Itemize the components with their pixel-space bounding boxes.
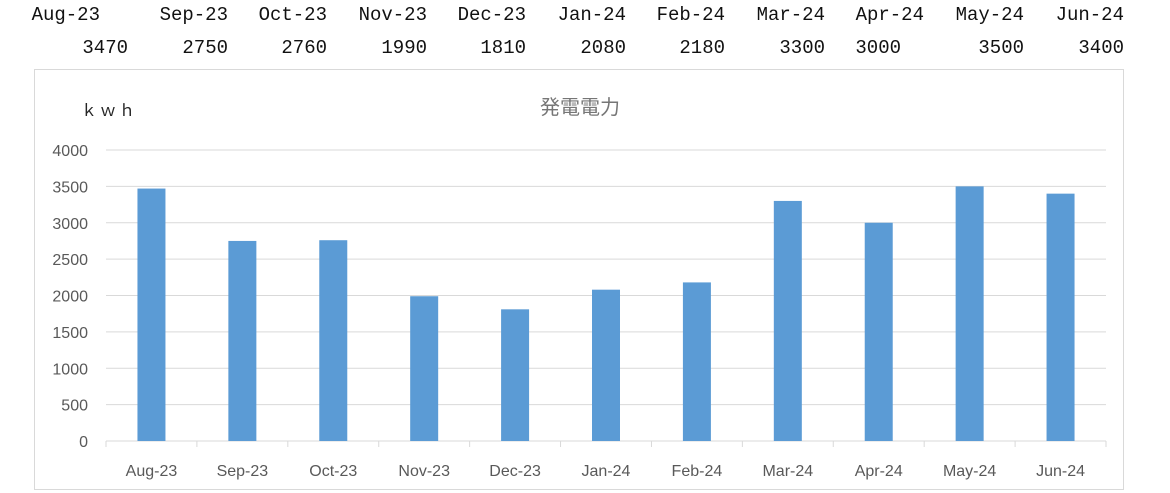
table-month-label: Nov-23 [358, 4, 427, 26]
bar [319, 240, 348, 441]
bar-chart: 発電電力 ｋｗｈ 0 500 1000 1500 2000 2500 3000 3500 400… [52, 96, 1107, 480]
x-tick-label: Sep-23 [217, 463, 269, 480]
table-month-label: Aug-23 [31, 4, 100, 26]
y-tick-label: 3500 [52, 179, 88, 196]
table-month-label: Jan-24 [557, 4, 626, 26]
table-value: 3300 [779, 37, 825, 59]
bar [864, 222, 893, 441]
table-month-label: May-24 [955, 4, 1024, 26]
y-tick-label: 1000 [52, 361, 88, 378]
table-value: 2760 [281, 37, 327, 59]
x-tick-label: Aug-23 [126, 463, 178, 480]
y-axis-label: ｋｗｈ [81, 102, 138, 120]
bar [773, 200, 802, 441]
y-tick-label: 0 [79, 434, 88, 451]
chart-title: 発電電力 [540, 96, 620, 119]
x-tick-label: Dec-23 [489, 463, 541, 480]
table-value: 3400 [1078, 37, 1124, 59]
bar [228, 240, 257, 441]
x-tick-label: Nov-23 [398, 463, 450, 480]
table-month-label: Feb-24 [656, 4, 725, 26]
y-tick-label: 3000 [52, 216, 88, 233]
x-tick-label: Mar-24 [762, 463, 813, 480]
table-value: 2180 [679, 37, 725, 59]
bar [410, 296, 439, 441]
bar [137, 188, 166, 441]
x-tick-label: Feb-24 [672, 463, 723, 480]
table-value: 3500 [978, 37, 1024, 59]
y-tick-label: 1500 [52, 325, 88, 342]
bar [682, 282, 711, 441]
y-tick-label: 2500 [52, 252, 88, 269]
x-tick-label: May-24 [943, 463, 996, 480]
bar [501, 309, 530, 441]
y-tick-label: 2000 [52, 289, 88, 306]
bar [592, 289, 620, 441]
table-month-label: Sep-23 [159, 4, 228, 26]
bar [955, 186, 984, 441]
x-tick-label: Jun-24 [1036, 463, 1085, 480]
x-tick-label: Oct-23 [309, 463, 357, 480]
table-month-label: Oct-23 [258, 4, 327, 26]
table-month-label: Jun-24 [1055, 4, 1124, 26]
y-tick-label: 500 [61, 398, 88, 415]
table-value: 2750 [182, 37, 228, 59]
chart-frame: 発電電力 ｋｗｈ 0 500 1000 1500 2000 2500 3000 3500 400… [34, 69, 1124, 490]
table-value: 2080 [580, 37, 626, 59]
x-tick-label: Jan-24 [582, 463, 631, 480]
table-month-label: Mar-24 [756, 4, 825, 26]
table-value: 1990 [381, 37, 427, 59]
table-value: 3470 [82, 37, 128, 59]
table-month-label: Dec-23 [457, 4, 526, 26]
table-value: 3000 [855, 37, 901, 59]
x-tick-label: Apr-24 [855, 463, 903, 480]
bar [1046, 193, 1075, 441]
table-month-label: Apr-24 [855, 4, 924, 26]
y-tick-label: 4000 [52, 143, 88, 160]
table-value: 1810 [480, 37, 526, 59]
data-table: Aug-23 Sep-23 Oct-23 Nov-23 Dec-23 Jan-24 Feb-… [0, 0, 1170, 66]
